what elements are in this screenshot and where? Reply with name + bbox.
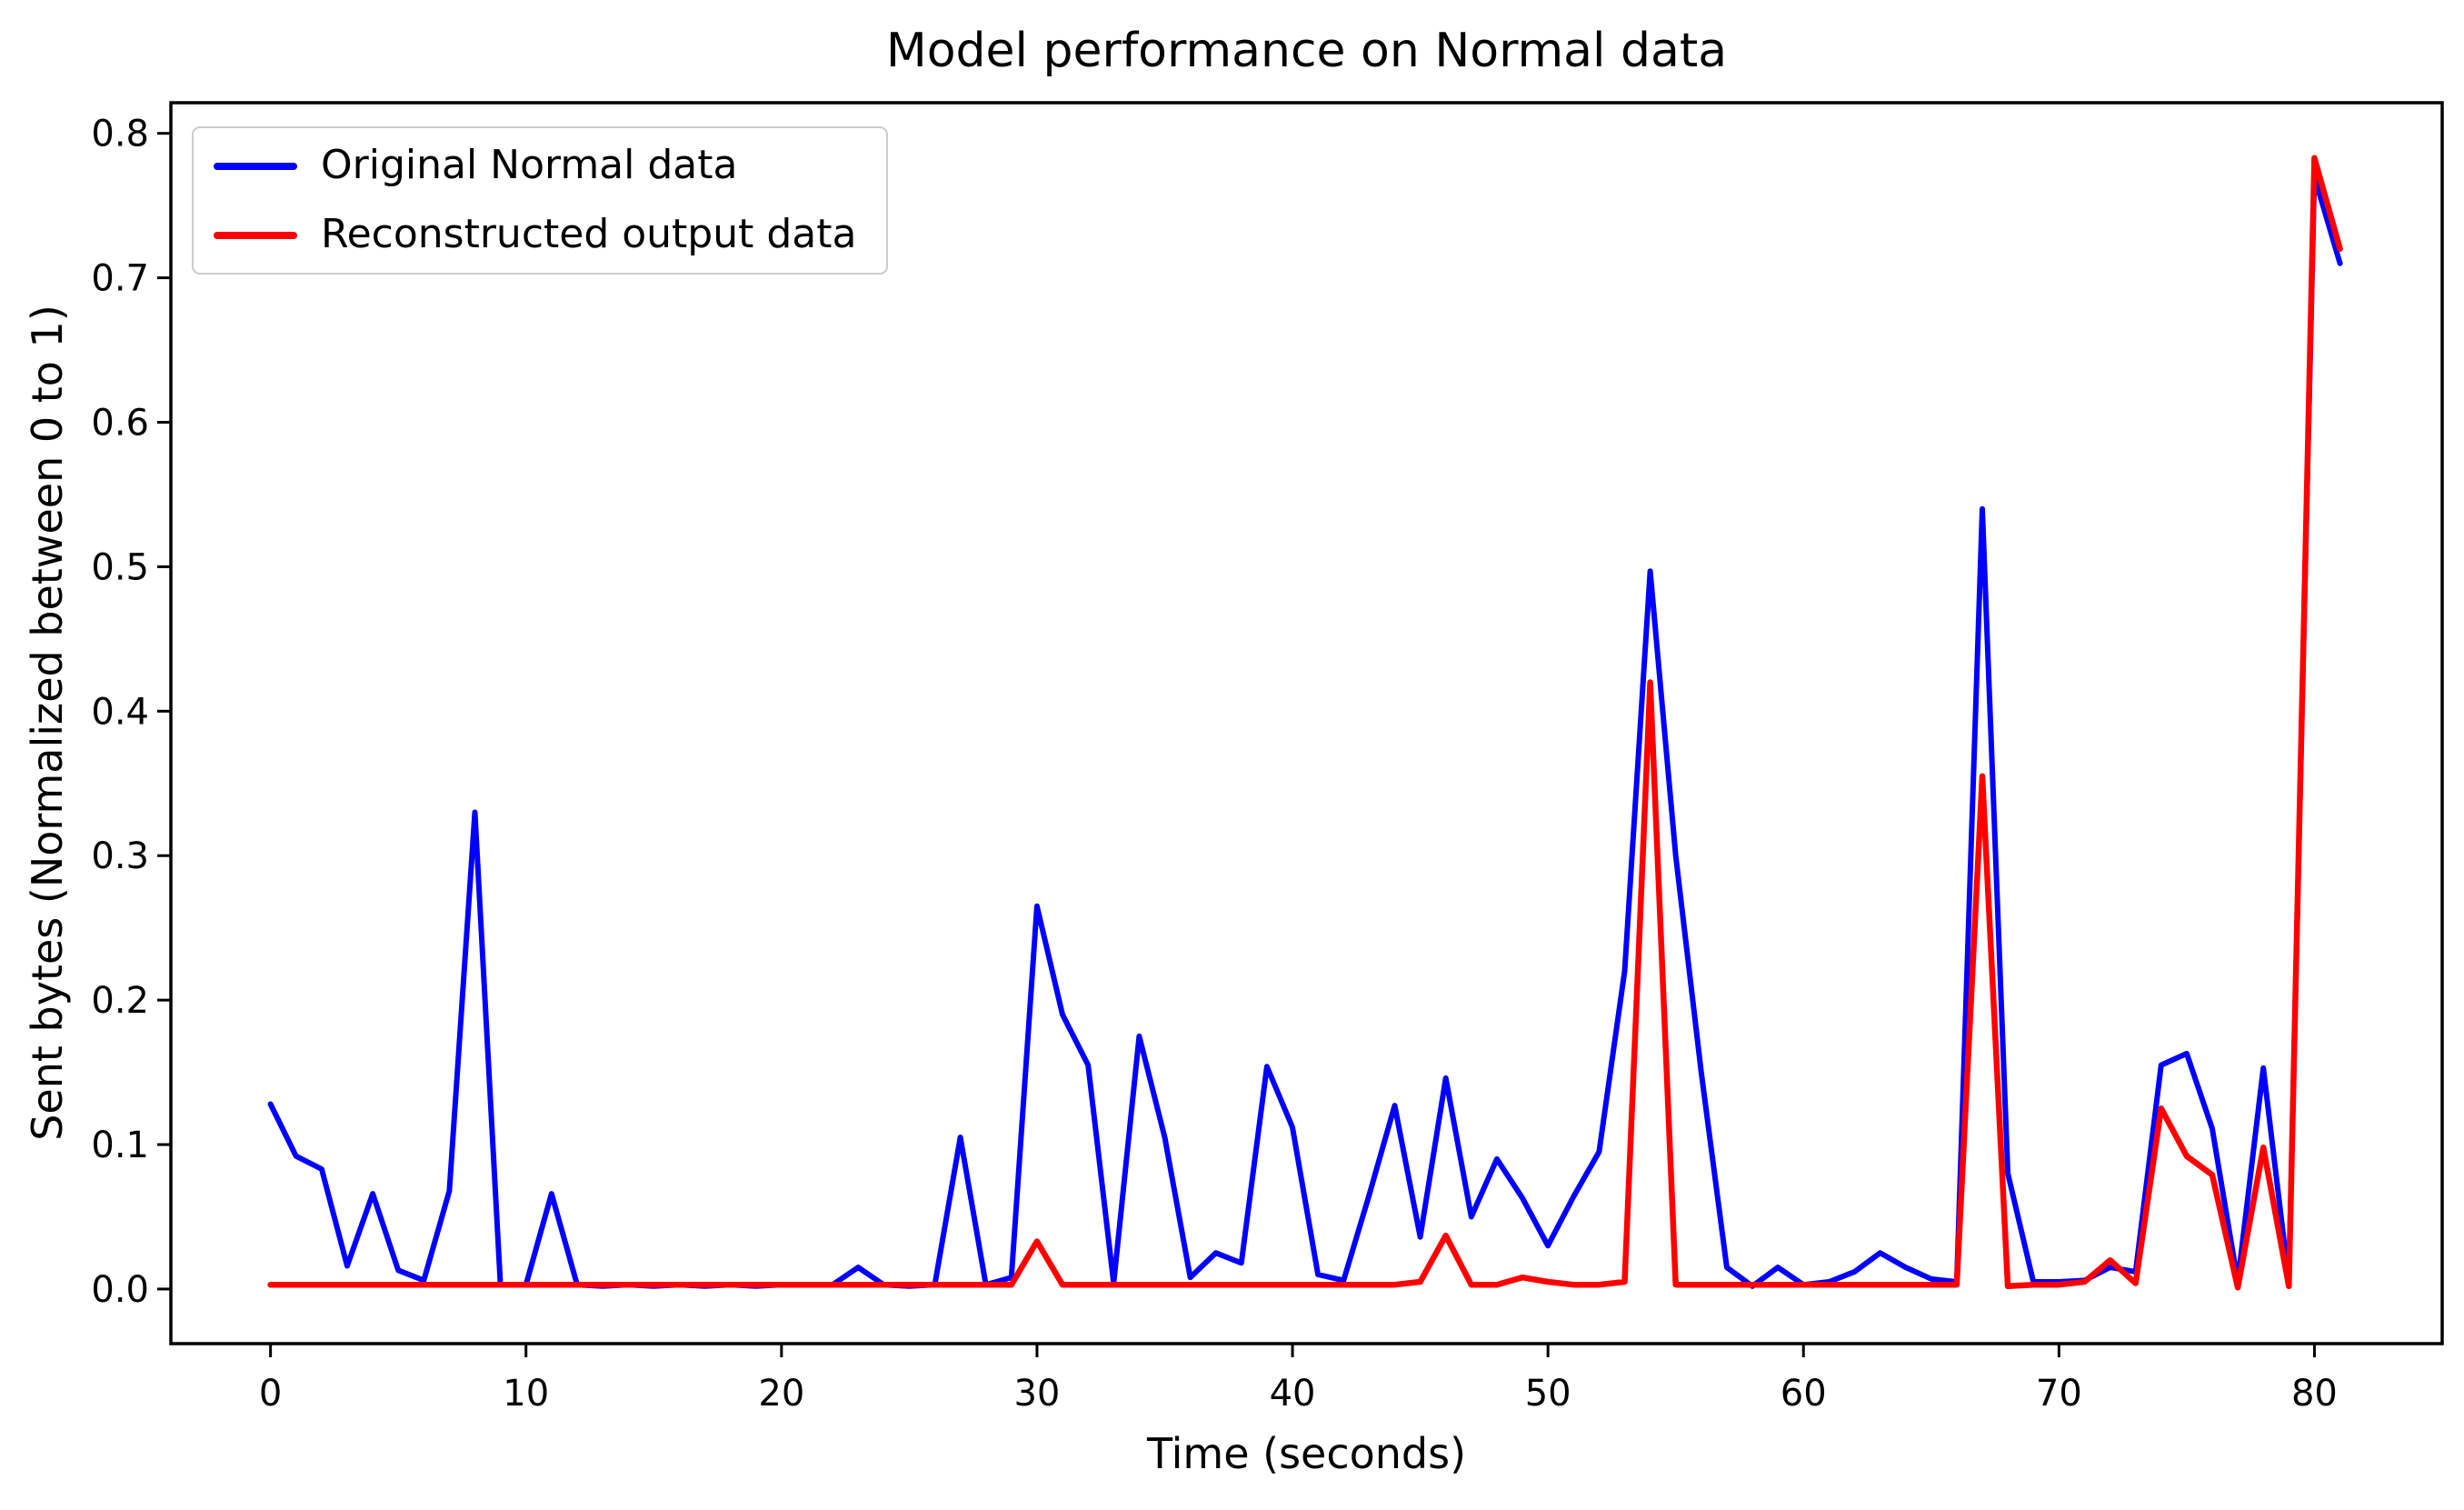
legend: Original Normal data Reconstructed outpu… [192,126,888,275]
legend-line-reconstructed [214,232,297,239]
y-tick-label: 0.2 [91,980,149,1022]
y-tick-label: 0.3 [91,835,149,877]
y-axis-label: Sent bytes (Normalized between 0 to 1) [23,305,72,1141]
legend-label-reconstructed: Reconstructed output data [321,211,857,257]
x-tick-label: 80 [2291,1373,2338,1415]
plot-spines [169,101,2444,1345]
x-axis-label: Time (seconds) [1146,1429,1467,1478]
legend-line-original [214,163,297,170]
x-tick-label: 10 [503,1373,549,1415]
y-tick-label: 0.1 [91,1125,149,1166]
y-tick-label: 0.0 [91,1269,149,1311]
y-tick-label: 0.4 [91,691,149,733]
legend-entry-reconstructed: Reconstructed output data [194,209,886,260]
x-tick-label: 0 [259,1373,282,1415]
x-tick-label: 40 [1270,1373,1316,1415]
y-tick-label: 0.7 [91,258,149,300]
plot-background [171,103,2442,1344]
x-tick-label: 70 [2036,1373,2082,1415]
reconstructed-output-series-line [267,155,2343,1291]
y-tick-label: 0.6 [91,402,149,444]
y-tick-label: 0.5 [91,546,149,588]
x-tick-label: 50 [1525,1373,1571,1415]
x-tick-label: 20 [758,1373,804,1415]
legend-label-original: Original Normal data [321,142,738,188]
legend-entry-original: Original Normal data [194,140,886,191]
chart-title: Model performance on Normal data [885,24,1728,78]
y-tick-label: 0.8 [91,114,149,155]
x-tick-label: 30 [1013,1373,1060,1415]
x-tick-label: 60 [1781,1373,1827,1415]
